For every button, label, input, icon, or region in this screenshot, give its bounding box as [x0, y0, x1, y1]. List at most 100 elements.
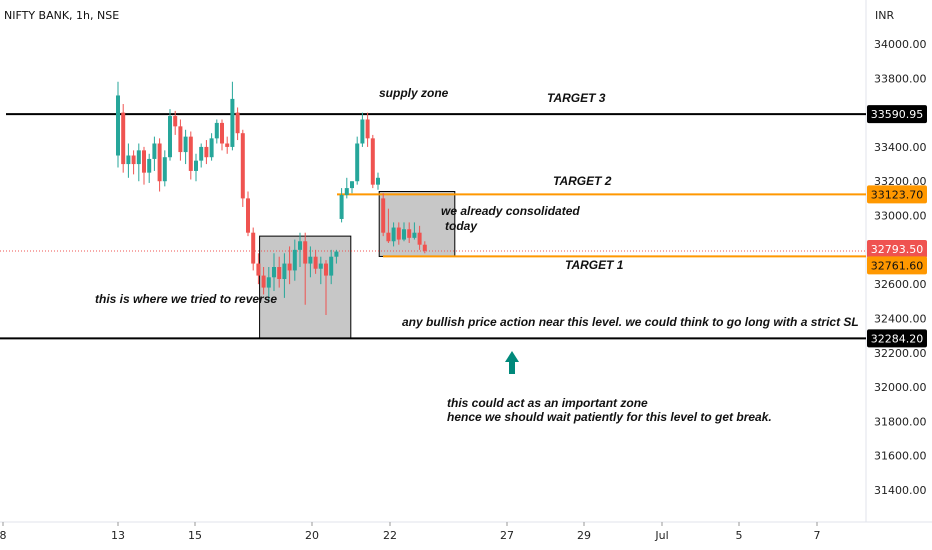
candle	[142, 146, 146, 185]
candle-body	[266, 277, 271, 288]
candle-body	[261, 275, 266, 288]
candle-body	[235, 112, 240, 134]
candle-body	[220, 122, 224, 144]
candle	[308, 246, 313, 278]
candle	[220, 119, 224, 151]
candle-body	[308, 256, 313, 264]
target1-label: TARGET 1	[565, 258, 624, 272]
candle-body	[402, 229, 406, 240]
candle	[282, 253, 287, 298]
candle-body	[407, 229, 412, 238]
candle-body	[350, 181, 354, 189]
candle	[287, 246, 292, 285]
candle	[386, 208, 391, 243]
candle	[168, 109, 172, 161]
candle-body	[194, 160, 198, 171]
y-tick-label: 33200.00	[874, 175, 927, 188]
price-tag-label: 32284.20	[871, 332, 924, 345]
candle-body	[355, 143, 360, 182]
candle	[199, 143, 204, 168]
x-tick-label: Jul	[654, 529, 668, 542]
candle	[152, 136, 157, 171]
current-price-price-tag: 32793.50	[867, 239, 927, 258]
price-tag-label: 33123.70	[871, 188, 924, 201]
candle-body	[225, 143, 230, 147]
y-tick-label: 32400.00	[874, 312, 927, 325]
price-tag-bg	[867, 105, 927, 124]
candle	[355, 136, 360, 185]
candle-body	[126, 155, 131, 165]
candle-body	[136, 150, 141, 165]
candle-body	[188, 136, 193, 171]
price-tag-label: 33590.95	[871, 108, 924, 121]
candle-body	[391, 227, 396, 242]
candle	[422, 241, 427, 254]
y-tick-label: 33400.00	[874, 141, 927, 154]
y-tick-label: 34000.00	[874, 38, 927, 51]
candle	[313, 249, 318, 274]
up-arrow-icon	[505, 351, 519, 374]
price-tag-label: 32793.50	[871, 243, 924, 256]
candle	[417, 225, 422, 250]
candle	[266, 267, 271, 302]
candle-body	[412, 232, 417, 238]
candle-body	[142, 150, 146, 173]
y-tick-label: 31400.00	[874, 484, 927, 497]
currency-label: INR	[875, 9, 894, 22]
reverse-label: this is where we tried to reverse	[95, 292, 277, 306]
candle-body	[334, 251, 339, 257]
candle-body	[277, 267, 282, 280]
candle-body	[422, 244, 427, 251]
candle-body	[178, 126, 183, 153]
candle-body	[147, 158, 152, 173]
candle	[292, 239, 297, 281]
candle	[303, 232, 308, 305]
candle-body	[204, 146, 209, 158]
candle	[214, 119, 219, 144]
price-tags: 33590.95 33123.70 32793.50 32761.60 32284.20	[867, 105, 927, 348]
support-price-tag: 32284.20	[867, 329, 927, 348]
consolidated-label-line1: we already consolidated	[441, 204, 580, 218]
candle-body	[256, 263, 261, 276]
candle	[391, 222, 396, 247]
candle-body	[282, 263, 287, 280]
x-tick-label: 13	[111, 529, 125, 542]
candle-body	[386, 232, 391, 242]
candle	[360, 112, 365, 147]
time-axis[interactable]: 8 13 15 20 22 27 29 Jul 5 7	[0, 522, 821, 542]
candle-body	[303, 241, 308, 264]
candle	[272, 253, 276, 292]
candle	[126, 143, 131, 178]
candle-body	[298, 241, 302, 250]
candle	[147, 153, 152, 183]
candle-body	[272, 267, 276, 278]
y-tick-label: 31800.00	[874, 415, 927, 428]
candle	[370, 134, 375, 189]
target3-price-tag: 33590.95	[867, 105, 927, 124]
candle	[412, 222, 417, 240]
candle	[178, 119, 183, 161]
candle	[381, 193, 386, 237]
candle	[183, 129, 188, 165]
x-tick-label: 8	[0, 529, 7, 542]
candle-body	[121, 112, 126, 165]
candle	[225, 136, 230, 154]
target1-price-tag: 32761.60	[867, 256, 927, 275]
price-tag-bg	[867, 185, 927, 204]
candle	[261, 267, 266, 295]
candle	[334, 249, 339, 264]
candle	[209, 133, 214, 161]
candle	[240, 129, 245, 207]
candle	[235, 107, 240, 141]
candle-body	[370, 138, 375, 185]
levels-layer	[0, 113, 866, 340]
candle-body	[396, 227, 401, 240]
candle-body	[360, 119, 365, 144]
candle	[402, 222, 406, 242]
candle-body	[116, 95, 120, 156]
candle	[277, 256, 282, 288]
candle-body	[417, 232, 422, 245]
price-tag-bg	[867, 329, 927, 348]
candle	[365, 112, 370, 147]
